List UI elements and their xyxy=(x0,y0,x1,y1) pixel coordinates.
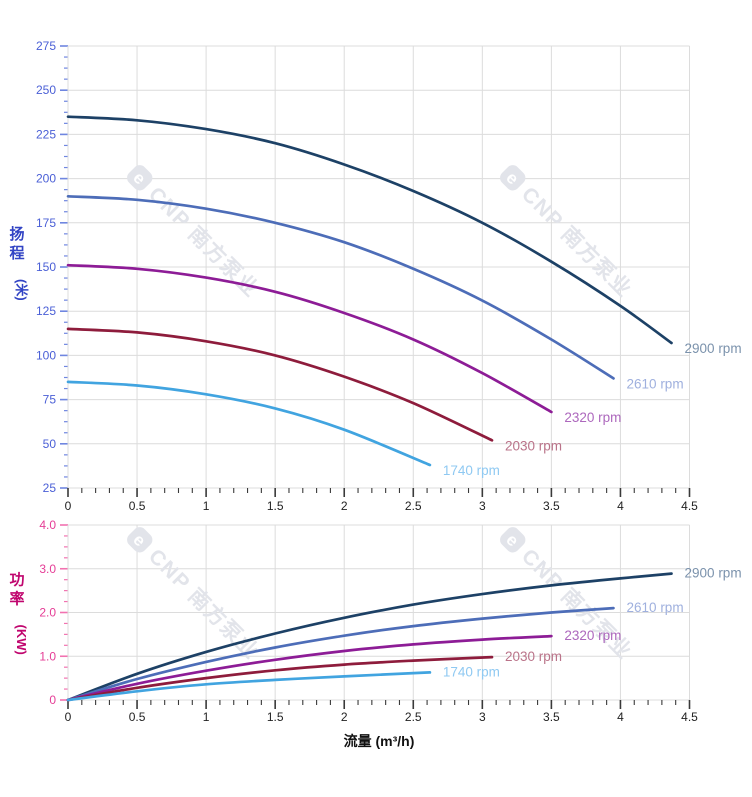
y-tick-label: 200 xyxy=(36,172,56,186)
curve-2900-rpm xyxy=(66,115,673,345)
rpm-label: 2900 rpm xyxy=(685,341,742,356)
x-tick-label: 2 xyxy=(341,499,348,513)
x-tick-label: 1 xyxy=(203,499,210,513)
head-axis-title: 扬 xyxy=(9,225,24,243)
y-tick-label: 250 xyxy=(36,83,56,97)
watermark-logo-icon xyxy=(500,165,526,191)
x-tick-label: 4.5 xyxy=(681,499,698,513)
watermark-text: CNP 南方泵业 xyxy=(517,544,637,664)
head-axis-unit: (米) xyxy=(14,279,29,301)
watermark-text: CNP 南方泵业 xyxy=(517,182,637,302)
y-tick-label: 100 xyxy=(36,348,56,362)
x-tick-label: 3.5 xyxy=(543,710,560,724)
y-tick-label: 275 xyxy=(36,39,56,53)
x-tick-label: 3.5 xyxy=(543,499,560,513)
watermark-logo-icon xyxy=(127,165,153,191)
rpm-label: 2320 rpm xyxy=(564,628,621,643)
x-tick-label: 0.5 xyxy=(129,499,146,513)
x-tick-label: 4 xyxy=(617,710,624,724)
rpm-label: 1740 rpm xyxy=(443,664,500,679)
y-tick-label: 3.0 xyxy=(39,562,56,576)
curve-2610-rpm xyxy=(66,194,615,380)
x-tick-label: 4 xyxy=(617,499,624,513)
power-axis-title: 功 xyxy=(9,572,24,589)
head-axis-title: 程 xyxy=(9,245,24,262)
y-tick-label: 4.0 xyxy=(39,518,56,532)
power-axis-unit: (KW) xyxy=(14,625,29,655)
y-tick-label: 50 xyxy=(43,437,57,451)
x-tick-label: 1.5 xyxy=(267,710,284,724)
x-tick-label: 0 xyxy=(65,710,72,724)
x-tick-label: 2.5 xyxy=(405,499,422,513)
y-tick-label: 1.0 xyxy=(39,649,56,663)
rpm-label: 2030 rpm xyxy=(505,438,562,453)
curve-2030-rpm xyxy=(66,655,494,702)
rpm-label: 2030 rpm xyxy=(505,649,562,664)
curve-2030-rpm xyxy=(66,327,494,442)
curve-2610-rpm xyxy=(66,606,615,702)
y-tick-label: 0 xyxy=(49,693,56,707)
power-axis-title: 率 xyxy=(9,590,24,608)
x-tick-label: 2.5 xyxy=(405,710,422,724)
y-tick-label: 225 xyxy=(36,127,56,141)
y-tick-label: 175 xyxy=(36,216,56,230)
rpm-label: 2610 rpm xyxy=(627,376,684,391)
rpm-label: 2900 rpm xyxy=(685,566,742,581)
x-tick-label: 0.5 xyxy=(129,710,146,724)
x-tick-label: 0 xyxy=(65,499,72,513)
y-tick-label: 2.0 xyxy=(39,606,56,620)
x-tick-label: 1.5 xyxy=(267,499,284,513)
y-tick-label: 75 xyxy=(43,393,57,407)
curve-2900-rpm xyxy=(66,572,673,702)
rpm-label: 2320 rpm xyxy=(564,410,621,425)
curve-1740-rpm xyxy=(66,671,432,702)
watermark-logo-icon xyxy=(500,527,526,553)
flow-axis-title: 流量 (m³/h) xyxy=(343,733,415,749)
watermark-logo-icon xyxy=(127,527,153,553)
y-tick-label: 125 xyxy=(36,304,56,318)
x-tick-label: 4.5 xyxy=(681,710,698,724)
rpm-label: 1740 rpm xyxy=(443,463,500,478)
curve-2320-rpm xyxy=(66,634,553,702)
y-tick-label: 25 xyxy=(43,481,57,495)
x-tick-label: 1 xyxy=(203,710,210,724)
x-tick-label: 2 xyxy=(341,710,348,724)
rpm-label: 2610 rpm xyxy=(627,600,684,615)
watermark-text: CNP 南方泵业 xyxy=(144,544,264,664)
curve-2320-rpm xyxy=(66,263,553,414)
x-tick-label: 3 xyxy=(479,710,486,724)
x-tick-label: 3 xyxy=(479,499,486,513)
y-tick-label: 150 xyxy=(36,260,56,274)
curve-1740-rpm xyxy=(66,380,432,467)
